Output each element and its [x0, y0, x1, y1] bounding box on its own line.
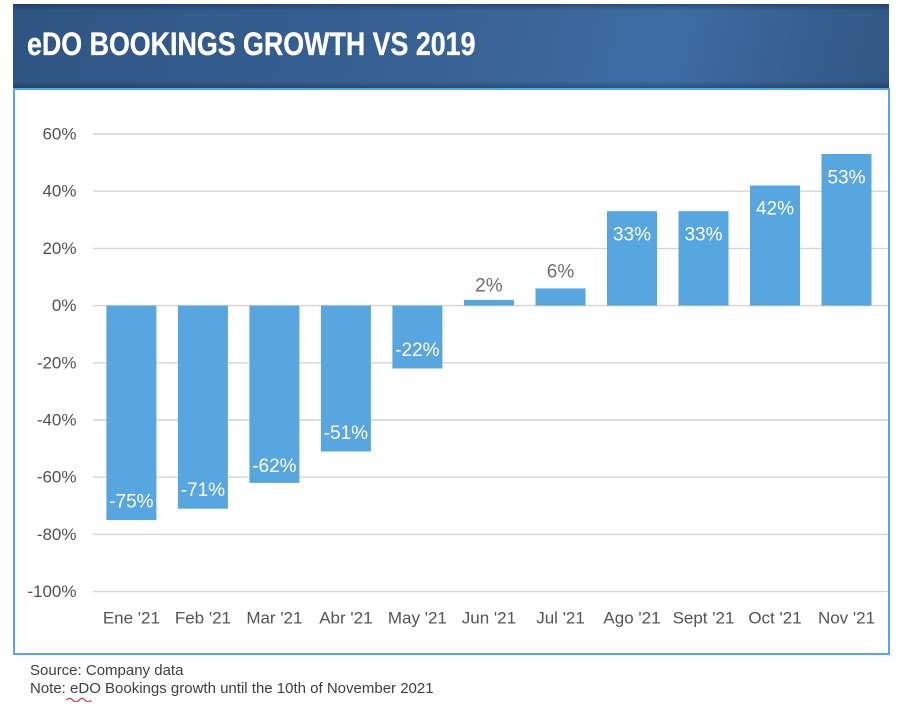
- svg-text:6%: 6%: [547, 262, 575, 283]
- svg-text:53%: 53%: [827, 167, 865, 188]
- svg-text:-80%: -80%: [37, 525, 77, 544]
- svg-text:Jul '21: Jul '21: [536, 609, 585, 628]
- svg-text:Mar '21: Mar '21: [246, 609, 302, 628]
- svg-text:-60%: -60%: [37, 468, 77, 487]
- svg-text:0%: 0%: [52, 296, 77, 315]
- svg-text:2%: 2%: [475, 276, 503, 297]
- svg-text:Jun '21: Jun '21: [462, 609, 516, 628]
- svg-text:Sept '21: Sept '21: [673, 609, 735, 628]
- svg-text:-62%: -62%: [252, 456, 296, 477]
- svg-text:Ene '21: Ene '21: [103, 609, 160, 628]
- svg-text:Nov '21: Nov '21: [818, 609, 875, 628]
- svg-text:Oct '21: Oct '21: [748, 609, 801, 628]
- svg-text:-22%: -22%: [395, 340, 439, 361]
- svg-text:42%: 42%: [756, 199, 794, 220]
- svg-text:Ago '21: Ago '21: [603, 609, 660, 628]
- svg-text:20%: 20%: [42, 239, 76, 258]
- svg-text:40%: 40%: [42, 182, 76, 201]
- svg-text:-71%: -71%: [181, 480, 225, 501]
- svg-text:-100%: -100%: [27, 582, 76, 601]
- svg-text:33%: 33%: [613, 225, 651, 246]
- svg-text:-40%: -40%: [37, 411, 77, 430]
- svg-text:Abr '21: Abr '21: [319, 609, 372, 628]
- svg-text:Feb '21: Feb '21: [175, 609, 231, 628]
- svg-text:May '21: May '21: [388, 609, 447, 628]
- svg-text:60%: 60%: [42, 125, 76, 144]
- svg-text:-51%: -51%: [324, 423, 368, 444]
- svg-text:-20%: -20%: [37, 353, 77, 372]
- svg-text:33%: 33%: [684, 225, 722, 246]
- svg-text:-75%: -75%: [109, 492, 153, 513]
